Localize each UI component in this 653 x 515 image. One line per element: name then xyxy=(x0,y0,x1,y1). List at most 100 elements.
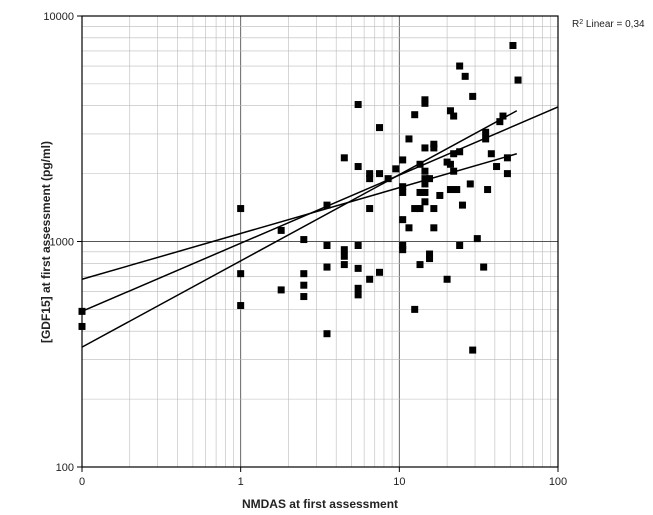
data-point xyxy=(469,346,477,354)
regression-fit-line xyxy=(81,106,559,313)
data-point xyxy=(376,268,384,276)
data-point xyxy=(323,241,331,249)
data-point xyxy=(484,186,492,194)
data-point xyxy=(421,167,429,175)
data-point xyxy=(446,186,454,194)
data-point xyxy=(456,62,464,70)
data-point xyxy=(450,112,458,120)
r-squared-value: Linear = 0,34 xyxy=(583,19,645,30)
data-point xyxy=(376,124,384,132)
data-point xyxy=(399,156,407,164)
data-point xyxy=(487,150,495,158)
x-tick-label: 100 xyxy=(549,476,567,488)
data-point xyxy=(384,175,392,183)
y-axis-label: [GDF15] at first assessment (pg/ml) xyxy=(39,141,53,343)
data-point xyxy=(392,165,400,173)
confidence-band-upper xyxy=(81,153,518,280)
data-points xyxy=(78,41,522,354)
data-point xyxy=(340,246,348,254)
data-point xyxy=(340,252,348,260)
data-point xyxy=(466,180,474,188)
data-point xyxy=(323,263,331,271)
data-point xyxy=(376,170,384,178)
data-point xyxy=(426,175,434,183)
x-tick-label: 10 xyxy=(393,476,405,488)
data-point xyxy=(421,144,429,152)
data-point xyxy=(499,112,507,120)
data-point xyxy=(426,250,434,258)
data-point xyxy=(509,41,517,49)
data-point xyxy=(300,236,308,244)
data-point xyxy=(300,270,308,278)
data-point xyxy=(496,118,504,126)
data-point xyxy=(493,163,501,171)
data-point xyxy=(366,175,374,183)
x-ticks: 0 1 10 100 xyxy=(79,467,567,488)
data-point xyxy=(458,201,466,209)
data-point xyxy=(78,322,86,330)
y-ticks: 100 1000 10000 xyxy=(43,11,82,474)
data-point xyxy=(430,144,438,152)
data-point xyxy=(443,275,451,283)
data-point xyxy=(436,191,444,199)
data-point xyxy=(399,188,407,196)
data-point xyxy=(456,241,464,249)
data-point xyxy=(354,163,362,171)
data-point xyxy=(354,284,362,292)
data-point xyxy=(421,198,429,206)
r-squared-annotation: R2 Linear = 0,34 xyxy=(572,19,645,31)
data-point xyxy=(354,264,362,272)
data-point xyxy=(277,226,285,234)
data-point xyxy=(421,96,429,104)
x-axis-label: NMDAS at first assessment xyxy=(242,497,398,511)
data-point xyxy=(323,330,331,338)
data-point xyxy=(366,170,374,178)
data-point xyxy=(450,150,458,158)
data-point xyxy=(277,286,285,294)
data-point xyxy=(503,170,511,178)
y-tick-label: 10000 xyxy=(43,11,74,23)
r-squared-prefix: R xyxy=(572,19,579,30)
data-point xyxy=(421,188,429,196)
data-point xyxy=(366,205,374,213)
data-point xyxy=(461,72,469,80)
data-point xyxy=(430,224,438,232)
data-point xyxy=(416,261,424,269)
confidence-band-lower xyxy=(81,110,518,348)
data-point xyxy=(405,224,413,232)
data-point xyxy=(503,154,511,162)
data-point xyxy=(354,241,362,249)
data-point xyxy=(300,281,308,289)
grid xyxy=(82,16,558,467)
data-point xyxy=(366,275,374,283)
data-point xyxy=(426,255,434,263)
data-point xyxy=(421,99,429,107)
r-squared-superscript: 2 xyxy=(579,19,583,26)
data-point xyxy=(340,154,348,162)
data-point xyxy=(340,261,348,269)
data-point xyxy=(482,135,490,143)
data-point xyxy=(300,293,308,301)
data-point xyxy=(399,246,407,254)
data-point xyxy=(482,128,490,136)
data-point xyxy=(411,111,419,119)
y-tick-label: 1000 xyxy=(50,237,74,249)
data-point xyxy=(473,235,481,243)
y-tick-label: 100 xyxy=(56,462,74,474)
data-point xyxy=(446,107,454,115)
data-point xyxy=(416,205,424,213)
data-point xyxy=(354,101,362,109)
data-point xyxy=(354,291,362,299)
data-point xyxy=(237,205,245,213)
data-point xyxy=(456,148,464,156)
data-point xyxy=(399,183,407,191)
data-point xyxy=(430,140,438,148)
data-point xyxy=(421,175,429,183)
x-tick-label: 1 xyxy=(238,476,244,488)
data-point xyxy=(480,263,488,271)
data-point xyxy=(514,76,522,84)
data-point xyxy=(399,241,407,249)
data-point xyxy=(450,167,458,175)
data-point xyxy=(78,307,86,315)
